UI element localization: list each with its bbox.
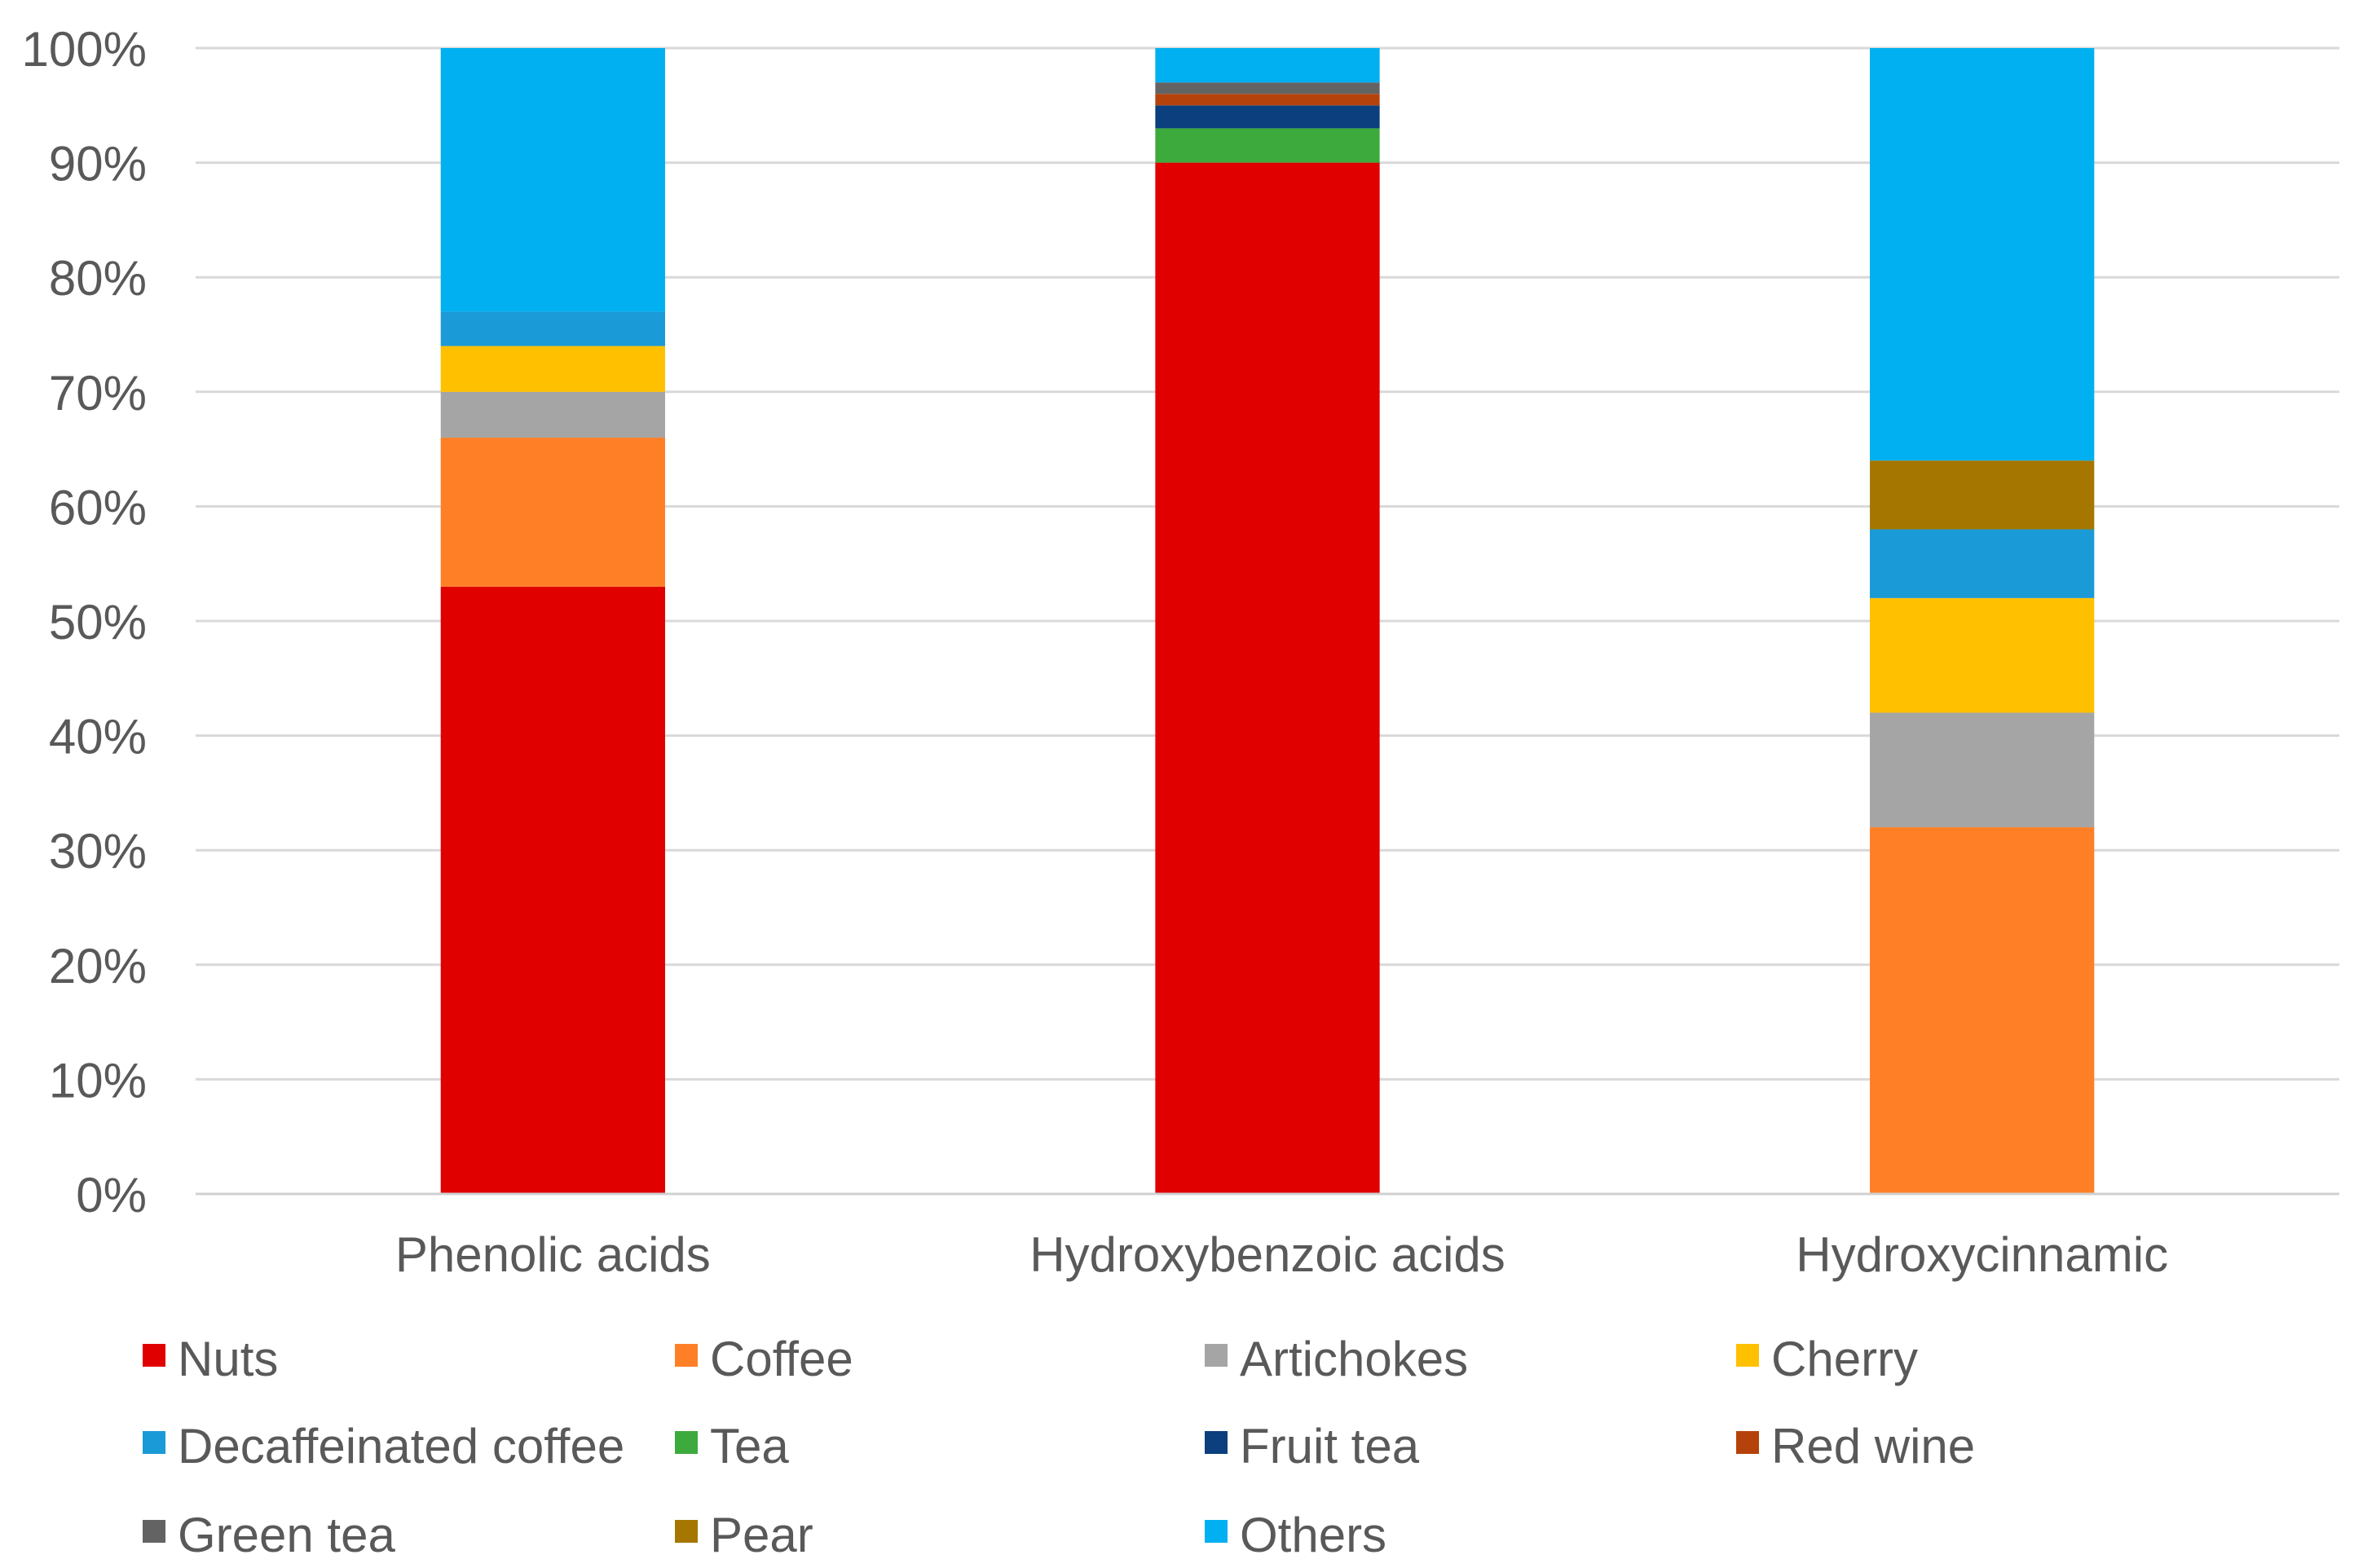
legend-label: Fruit tea — [1240, 1419, 1420, 1473]
legend-swatch — [1736, 1431, 1759, 1454]
legend-swatch — [143, 1520, 165, 1543]
bar-segment — [1155, 162, 1380, 1195]
bar-segment — [440, 48, 665, 312]
bar-segment — [1155, 94, 1380, 106]
y-tick-label: 30% — [49, 824, 147, 879]
bar-segment — [1155, 105, 1380, 129]
legend-swatch — [1205, 1520, 1228, 1543]
legend-label: Decaffeinated coffee — [178, 1419, 624, 1473]
bar-segment — [1870, 460, 2095, 530]
x-category-label: Phenolic acids — [395, 1227, 711, 1282]
legend-item: Others — [1205, 1508, 1386, 1562]
legend-swatch — [1205, 1344, 1228, 1367]
y-tick-label: 50% — [49, 595, 147, 650]
y-tick-label: 100% — [22, 22, 147, 77]
bar-segment — [1870, 597, 2095, 713]
legend-item: Cherry — [1736, 1332, 1918, 1386]
legend-swatch — [1736, 1344, 1759, 1367]
bar-segment — [440, 438, 665, 587]
legend-label: Nuts — [178, 1332, 278, 1386]
legend-swatch — [143, 1344, 165, 1367]
legend: Nuts Coffee Artichokes Cherry Decaffeinated … — [143, 1332, 1975, 1562]
bar-segment — [440, 311, 665, 346]
legend-item: Artichokes — [1205, 1332, 1468, 1386]
bar-segment — [1870, 48, 2095, 461]
legend-swatch — [675, 1520, 698, 1543]
y-tick-label: 0% — [76, 1168, 147, 1222]
legend-item: Coffee — [675, 1332, 853, 1386]
bar-segment — [1870, 827, 2095, 1194]
y-tick-label: 40% — [49, 710, 147, 764]
bar-segment — [440, 346, 665, 392]
bar-segment — [1155, 128, 1380, 163]
legend-label: Artichokes — [1240, 1332, 1468, 1386]
y-tick-label: 70% — [49, 366, 147, 421]
legend-item: Tea — [675, 1419, 789, 1473]
y-tick-label: 60% — [49, 480, 147, 535]
legend-label: Pear — [710, 1508, 813, 1562]
y-axis-tick-labels: 0% 10% 20% 30% 40% 50% 60% 70% 80% 90% 100% — [22, 22, 147, 1222]
y-tick-label: 80% — [49, 251, 147, 306]
legend-item: Pear — [675, 1508, 813, 1562]
legend-swatch — [675, 1344, 698, 1367]
legend-label: Others — [1240, 1508, 1386, 1562]
legend-item: Nuts — [143, 1332, 278, 1386]
legend-label: Tea — [710, 1419, 789, 1473]
legend-swatch — [143, 1431, 165, 1454]
y-tick-label: 10% — [49, 1053, 147, 1108]
y-tick-label: 90% — [49, 137, 147, 192]
legend-item: Decaffeinated coffee — [143, 1419, 624, 1473]
bar-segment — [1155, 82, 1380, 95]
x-category-label: Hydroxybenzoic acids — [1029, 1227, 1505, 1282]
bar-segment — [1155, 48, 1380, 83]
legend-swatch — [1205, 1431, 1228, 1454]
y-tick-label: 20% — [49, 939, 147, 993]
legend-swatch — [675, 1431, 698, 1454]
legend-label: Green tea — [178, 1508, 395, 1562]
legend-label: Cherry — [1771, 1332, 1918, 1386]
legend-item: Fruit tea — [1205, 1419, 1420, 1473]
x-axis-category-labels: Phenolic acids Hydroxybenzoic acids Hydrox… — [395, 1227, 2168, 1282]
legend-item: Red wine — [1736, 1419, 1975, 1473]
bar-segment — [440, 391, 665, 438]
legend-item: Green tea — [143, 1508, 395, 1562]
legend-label: Red wine — [1771, 1419, 1975, 1473]
legend-label: Coffee — [710, 1332, 853, 1386]
bar-segment — [440, 586, 665, 1194]
bars — [440, 48, 2095, 1195]
bar-segment — [1870, 529, 2095, 598]
bar-segment — [1870, 712, 2095, 828]
x-category-label: Hydroxycinnamic — [1796, 1227, 2168, 1282]
